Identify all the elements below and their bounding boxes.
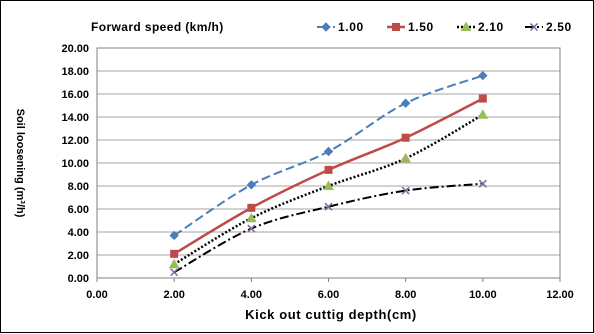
legend-title: Forward speed (km/h)	[91, 20, 224, 34]
data-point-marker	[170, 249, 179, 258]
data-point-marker	[401, 186, 410, 195]
y-axis-ticks: 0.00 2.00 4.00 6.00 8.00 10.00 12.00 14.00 16.00…	[61, 43, 89, 285]
data-point-marker	[460, 21, 472, 31]
y-tick-label: 10.00	[61, 158, 89, 170]
x-tick-label: 0.00	[86, 289, 107, 301]
legend-label: 2.10	[478, 20, 504, 34]
y-tick-label: 16.00	[61, 89, 89, 101]
data-point-marker	[478, 94, 487, 103]
x-axis-ticks: 0.00 2.00 4.00 6.00 8.00 10.00 12.00	[86, 278, 574, 301]
data-point-marker	[247, 224, 256, 233]
x-tick-label: 6.00	[318, 289, 339, 301]
data-point-marker	[321, 22, 331, 32]
data-point-marker	[170, 268, 179, 277]
data-point-marker	[400, 98, 411, 108]
y-tick-label: 20.00	[61, 43, 89, 55]
data-point-marker	[247, 203, 256, 212]
legend-item: 1.00	[317, 20, 364, 34]
legend-label: 2.50	[546, 20, 572, 34]
data-point-marker	[478, 179, 487, 188]
x-tick-label: 4.00	[241, 289, 262, 301]
x-tick-label: 8.00	[395, 289, 416, 301]
legend-label: 1.00	[338, 20, 364, 34]
legend-item: 1.50	[387, 20, 434, 34]
series-group	[168, 70, 489, 277]
data-point-marker	[529, 22, 539, 32]
y-axis-label: Soil loosening (m³/h)	[14, 109, 26, 218]
y-tick-label: 6.00	[68, 204, 89, 216]
y-tick-label: 18.00	[61, 66, 89, 78]
data-point-marker	[478, 70, 488, 81]
gridlines	[97, 47, 560, 279]
data-point-marker	[245, 212, 257, 223]
x-axis-label: Kick out cuttig depth(cm)	[245, 307, 417, 322]
data-point-marker	[392, 23, 400, 31]
data-point-marker	[477, 109, 489, 119]
legend-item: 2.10	[457, 20, 504, 34]
y-tick-label: 0.00	[68, 273, 89, 285]
legend: Forward speed (km/h) 1.00 1.50 2.10 2.50	[91, 20, 572, 34]
series-line-2.50	[173, 182, 483, 274]
data-point-marker	[401, 133, 410, 142]
x-tick-label: 12.00	[546, 289, 574, 301]
legend-item: 2.50	[525, 20, 572, 34]
data-point-marker	[323, 180, 334, 190]
data-point-marker	[400, 152, 412, 163]
data-point-marker	[323, 146, 334, 157]
y-tick-label: 12.00	[61, 135, 89, 147]
data-point-marker	[246, 180, 257, 190]
y-tick-label: 4.00	[68, 227, 89, 239]
y-tick-label: 8.00	[68, 181, 89, 193]
data-point-marker	[324, 165, 333, 174]
legend-label: 1.50	[408, 20, 434, 34]
y-tick-label: 2.00	[68, 250, 89, 262]
data-point-marker	[169, 230, 179, 241]
y-tick-label: 14.00	[61, 112, 89, 124]
data-point-marker	[324, 202, 333, 211]
series-line-1.50	[173, 97, 484, 255]
data-point-marker	[168, 258, 180, 269]
x-tick-label: 10.00	[469, 289, 497, 301]
x-tick-label: 2.00	[163, 289, 184, 301]
